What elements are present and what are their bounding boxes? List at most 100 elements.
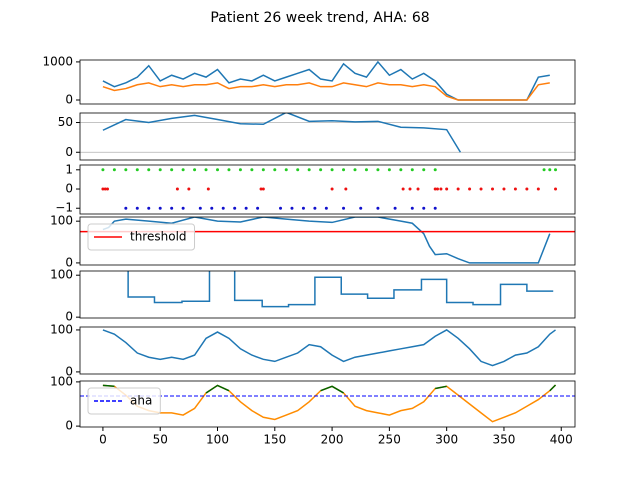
- y-tick-label: 0: [65, 182, 73, 196]
- legend-label: aha: [130, 394, 152, 408]
- point: [158, 168, 162, 172]
- axes-frame: [79, 326, 576, 375]
- point: [353, 168, 357, 172]
- point: [216, 168, 219, 172]
- point: [233, 206, 237, 210]
- point: [112, 168, 116, 172]
- plot-area: [102, 329, 556, 367]
- x-tick-label: 250: [378, 433, 401, 447]
- point: [261, 187, 265, 191]
- y-tick-label: 1: [65, 162, 73, 176]
- plot-area: [80, 113, 575, 153]
- x-tick-label: 100: [206, 433, 229, 447]
- point: [399, 168, 403, 172]
- point: [181, 168, 185, 172]
- point: [221, 206, 225, 210]
- point: [170, 206, 174, 210]
- point: [290, 206, 294, 210]
- point: [393, 206, 397, 210]
- point: [536, 187, 540, 191]
- x-tick-label: 0: [99, 433, 107, 447]
- series-line: [102, 60, 550, 101]
- y-tick-label: 0: [65, 364, 73, 378]
- point: [468, 187, 472, 191]
- point: [259, 187, 263, 191]
- point: [210, 206, 214, 210]
- axes-frame: [79, 270, 576, 319]
- point: [502, 187, 506, 191]
- y-tick-label: 100: [50, 268, 73, 282]
- point: [422, 168, 426, 172]
- point: [307, 168, 311, 172]
- x-tick-label: 400: [550, 433, 573, 447]
- y-tick-label: 0: [65, 310, 73, 324]
- point: [344, 187, 348, 191]
- panel: 0 50: [58, 112, 576, 161]
- axes-frame: [79, 216, 576, 266]
- series-line: [102, 384, 557, 394]
- point: [359, 206, 363, 210]
- point: [106, 187, 109, 191]
- point: [342, 206, 346, 210]
- series-line: [102, 82, 550, 101]
- x-tick-label: 300: [435, 433, 458, 447]
- point: [261, 168, 265, 172]
- point: [135, 168, 139, 172]
- y-tick-label: 0: [65, 145, 73, 159]
- point: [525, 187, 529, 191]
- point: [198, 206, 202, 210]
- point: [416, 187, 420, 191]
- series-line: [127, 271, 554, 308]
- plot-area: [101, 168, 558, 210]
- panel: 0 100: [50, 322, 576, 378]
- x-tick-label: 50: [153, 433, 168, 447]
- series-line: [102, 329, 556, 367]
- panel: −1 0 1: [55, 162, 576, 215]
- point: [238, 168, 242, 172]
- point: [439, 187, 443, 191]
- point: [204, 168, 208, 172]
- point: [284, 168, 288, 172]
- figure-title: Patient 26 week trend, AHA: 68: [210, 10, 429, 26]
- panel: 0 100 0 50 100 150 200 250 300 350 400 aha: [50, 374, 576, 447]
- point: [273, 168, 277, 172]
- point: [256, 206, 260, 210]
- point: [408, 187, 412, 191]
- point: [548, 168, 552, 172]
- legend: aha: [87, 387, 161, 415]
- y-tick-label: 1000: [42, 54, 73, 68]
- point: [206, 187, 210, 191]
- point: [456, 187, 460, 191]
- y-tick-label: 0: [65, 419, 73, 433]
- panel: 0 1000: [42, 54, 576, 107]
- y-tick-label: 50: [58, 115, 73, 129]
- point: [296, 168, 300, 172]
- point: [422, 206, 426, 210]
- point: [364, 168, 368, 172]
- point: [175, 187, 179, 191]
- y-tick-label: 100: [50, 322, 73, 336]
- point: [433, 206, 437, 210]
- point: [279, 206, 283, 210]
- axes-frame: [79, 59, 576, 105]
- y-tick-label: 100: [50, 374, 73, 388]
- point: [401, 187, 405, 191]
- point: [250, 168, 254, 172]
- x-tick-label: 200: [321, 433, 344, 447]
- panel: 0 100 threshold: [50, 214, 576, 269]
- legend-label: threshold: [130, 230, 187, 244]
- x-tick-label: 150: [263, 433, 286, 447]
- point: [147, 206, 151, 210]
- axes-frame: [79, 112, 576, 161]
- point: [301, 206, 305, 210]
- point: [554, 168, 558, 172]
- point: [187, 187, 191, 191]
- point: [330, 168, 334, 172]
- point: [513, 187, 517, 191]
- point: [436, 187, 439, 191]
- axes-frame: [79, 380, 576, 428]
- point: [135, 206, 139, 210]
- point: [193, 168, 197, 172]
- point: [170, 168, 174, 172]
- y-tick-label: 100: [50, 214, 73, 228]
